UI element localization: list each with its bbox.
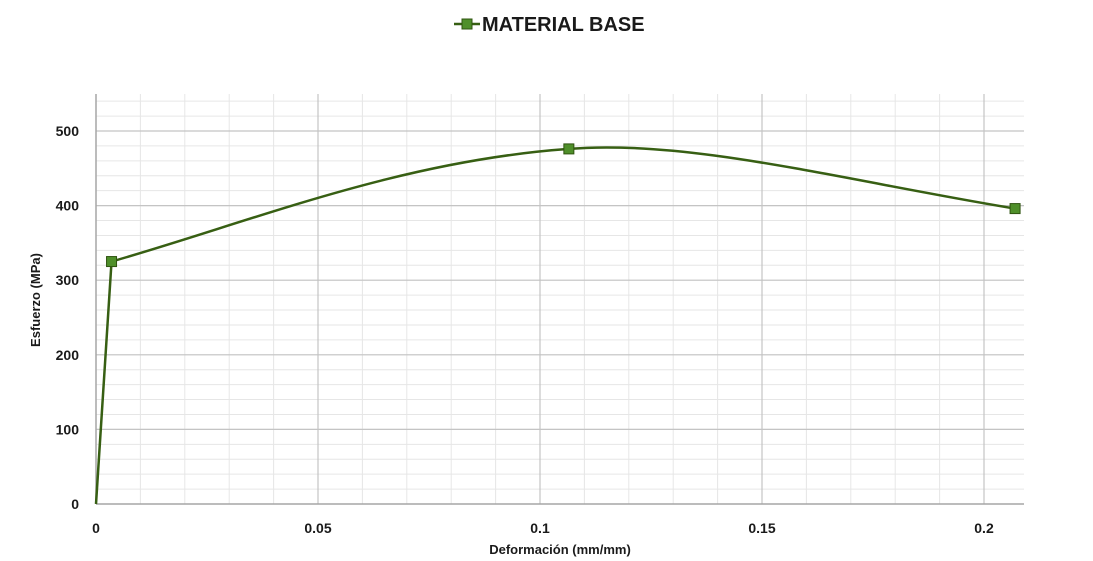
minor-grid <box>96 94 1024 504</box>
x-axis-ticks: 0 0.05 0.1 0.15 0.2 <box>92 520 994 536</box>
y-tick-label: 200 <box>56 347 80 363</box>
axes <box>95 94 1024 505</box>
y-tick-label: 300 <box>56 272 80 288</box>
data-point-marker <box>1009 203 1021 215</box>
x-tick-label: 0.1 <box>530 520 550 536</box>
x-tick-label: 0.05 <box>304 520 331 536</box>
y-axis-title: Esfuerzo (MPa) <box>28 253 43 347</box>
y-tick-label: 400 <box>56 198 80 214</box>
legend-marker-swatch <box>461 18 473 30</box>
x-axis-title: Deformación (mm/mm) <box>489 542 631 557</box>
legend-label: MATERIAL BASE <box>482 14 645 36</box>
series-line <box>94 146 1016 505</box>
data-point-marker <box>106 256 118 268</box>
y-tick-label: 0 <box>71 496 79 512</box>
y-tick-label: 100 <box>56 421 80 437</box>
x-tick-label: 0.15 <box>748 520 775 536</box>
y-axis-ticks: 0 100 200 300 400 500 <box>56 123 80 512</box>
legend: MATERIAL BASE <box>454 14 645 36</box>
data-point-marker <box>563 143 575 155</box>
y-tick-label: 500 <box>56 123 80 139</box>
x-tick-label: 0 <box>92 520 100 536</box>
x-tick-label: 0.2 <box>974 520 994 536</box>
series-layer <box>94 143 1021 505</box>
major-grid <box>96 94 1024 504</box>
